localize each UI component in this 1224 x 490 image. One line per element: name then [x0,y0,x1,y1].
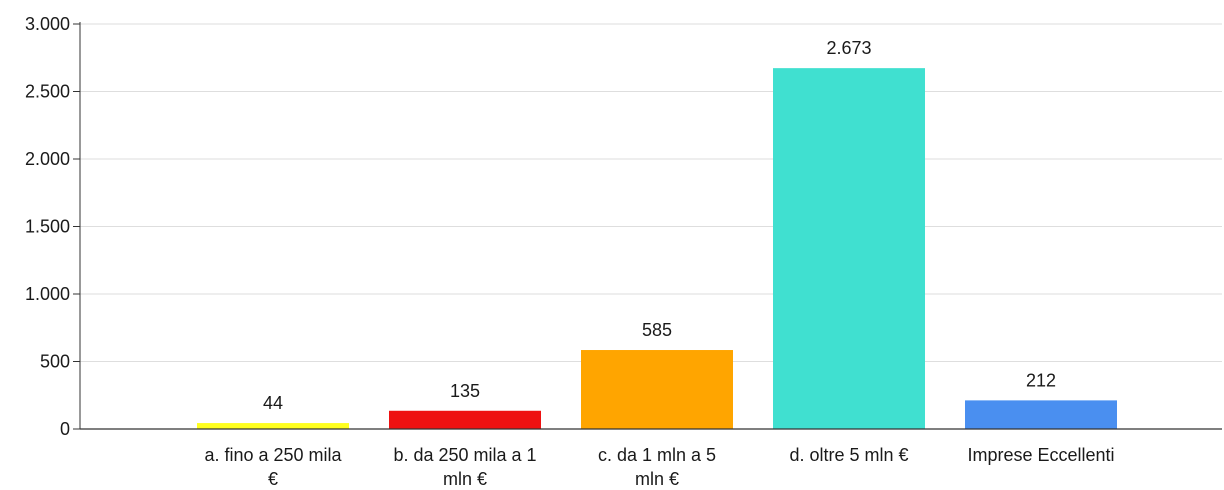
y-tick-label: 2.500 [25,82,70,102]
x-category-label: Imprese Eccellenti [967,445,1114,465]
x-axis: a. fino a 250 mila € b. da 250 mila a 1 mln… [80,428,1222,489]
bar [965,400,1117,429]
x-category-label: mln € [443,469,487,489]
y-tick-label: 500 [40,352,70,372]
y-tick-label: 2.000 [25,149,70,169]
x-category-label: d. oltre 5 mln € [789,445,908,465]
data-label: 135 [450,381,480,401]
x-category-label: c. da 1 mln a 5 [598,445,716,465]
bars: 44 135 585 2.673 212 [197,38,1117,430]
y-axis: 0 500 1.000 1.500 2.000 2.500 3.000 [25,14,81,439]
bar [773,68,925,430]
data-label: 2.673 [826,38,871,58]
data-label: 212 [1026,370,1056,390]
y-tick-label: 1.500 [25,217,70,237]
x-category-label: € [268,469,278,489]
y-tick-label: 0 [60,419,70,439]
bar [197,423,349,429]
bar [581,350,733,429]
bar [389,410,541,429]
x-category-label: a. fino a 250 mila [204,445,342,465]
y-tick-label: 1.000 [25,284,70,304]
x-category-label: b. da 250 mila a 1 [393,445,536,465]
grid-lines [80,23,1222,362]
y-tick-label: 3.000 [25,14,70,34]
x-category-label: mln € [635,469,679,489]
data-label: 44 [263,393,283,413]
data-label: 585 [642,320,672,340]
